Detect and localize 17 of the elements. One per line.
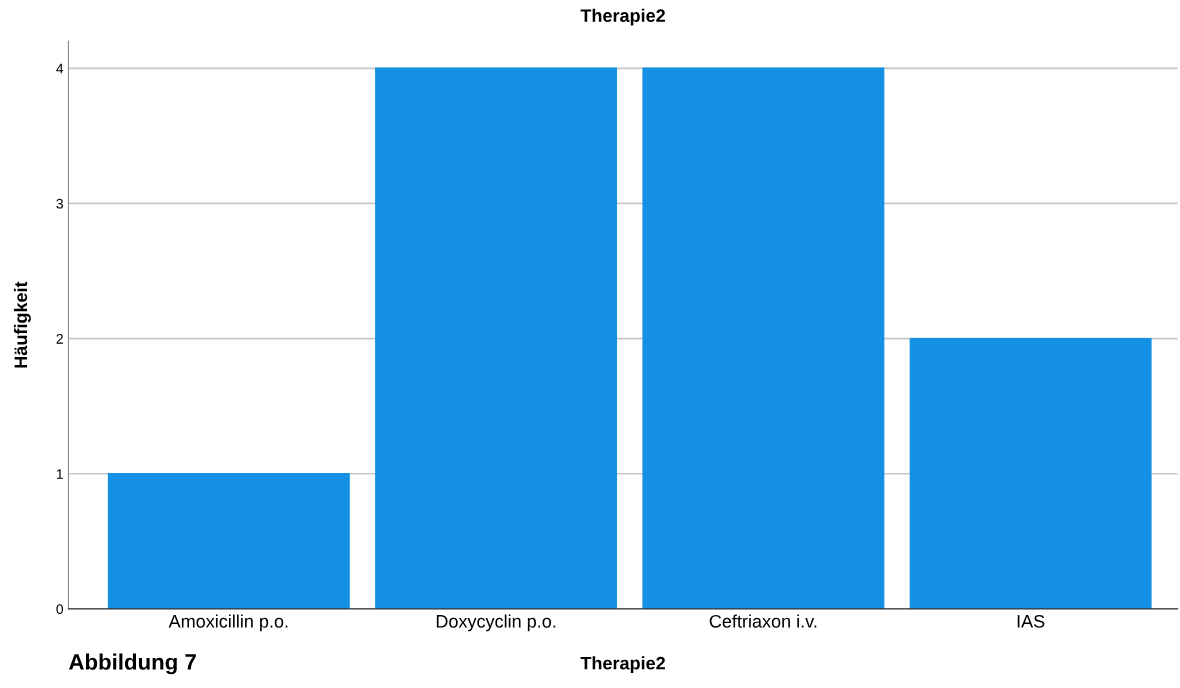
x-tick-label: Ceftriaxon i.v. — [709, 614, 817, 628]
bar — [107, 473, 350, 609]
y-tick-label: 0 — [56, 604, 64, 615]
x-tick-label: Amoxicillin p.o. — [168, 614, 288, 632]
y-tick-label: 2 — [56, 333, 63, 344]
y-tick-label: 1 — [56, 469, 63, 479]
x-axis-title: Therapie2 — [580, 656, 665, 674]
y-axis-title: Häufigkeit — [13, 281, 31, 368]
y-tick-label: 4 — [56, 63, 64, 74]
y-tick-label: 3 — [56, 198, 63, 209]
x-tick-label: IAS — [1017, 614, 1045, 628]
text: Abbildung 7 — [68, 653, 196, 675]
bar — [909, 337, 1152, 609]
chart-title: Therapie2 — [580, 8, 665, 26]
bar — [375, 67, 618, 609]
bar — [642, 67, 885, 609]
x-tick-label: Doxycyclin p.o. — [436, 614, 556, 632]
